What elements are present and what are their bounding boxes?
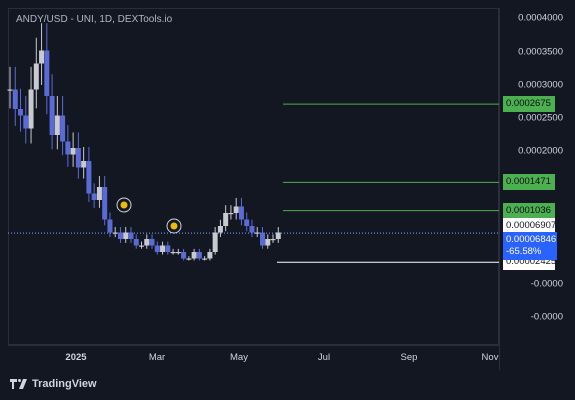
time-tick-label: Sep (400, 352, 418, 363)
candle-body (91, 193, 97, 200)
candle-body (70, 148, 76, 155)
event-marker-icon (116, 197, 132, 213)
candle-body (12, 89, 18, 109)
candle-body (154, 245, 160, 252)
candle-body (254, 232, 260, 234)
price-tick-label: 0.0003000 (518, 79, 563, 91)
candle-body (249, 226, 255, 233)
candle-body (186, 258, 192, 260)
time-axis-line (8, 345, 499, 346)
time-tick-label: 2025 (65, 352, 87, 363)
price-tick-label: -0.0000 (530, 311, 563, 323)
candle-body (212, 232, 218, 252)
candle-body (191, 252, 197, 259)
price-tick-label: 0.0002500 (518, 112, 563, 124)
candle-body (160, 245, 166, 252)
price-level-badge: 0.0001471 (503, 174, 555, 191)
price-axis-divider (499, 8, 500, 370)
price-level-badge: 0.0001036 (503, 202, 555, 219)
time-tick-label: Mar (148, 352, 166, 363)
time-tick-label: Nov (481, 352, 499, 363)
candle-body (96, 187, 102, 200)
candle-body (112, 232, 118, 234)
candle-body (33, 63, 39, 90)
plot-area[interactable] (8, 8, 499, 345)
price-tick-label: 0.0004000 (518, 12, 563, 24)
current-price-value: 0.00006846 (506, 234, 557, 245)
price-tick-label: -0.0000 (530, 278, 563, 290)
candle-body (54, 115, 60, 135)
event-marker-icon (166, 218, 182, 234)
candle-body (259, 232, 265, 246)
price-tick-label: 0.0003500 (518, 46, 563, 58)
candle-body (128, 232, 134, 239)
candle-body (233, 206, 239, 213)
candle-body (244, 219, 250, 226)
candle-body (144, 239, 150, 246)
candle-body (44, 50, 50, 96)
footer-strip (0, 370, 575, 400)
candle-body (18, 109, 24, 116)
time-tick-label: Jul (317, 352, 331, 363)
candle-body (133, 239, 139, 246)
candle-body (223, 213, 229, 226)
candle-body (28, 89, 34, 129)
candle-body (217, 226, 223, 233)
candle-body (23, 115, 29, 129)
candle-body (65, 141, 71, 155)
candle-body (207, 252, 213, 259)
candle-body (7, 89, 13, 91)
candle-body (123, 232, 129, 239)
candle-body (228, 213, 234, 215)
candle-body (238, 206, 244, 220)
candle-body (175, 252, 181, 254)
candle-body (275, 232, 281, 239)
candle-body (270, 239, 276, 241)
candle-body (117, 232, 123, 239)
candle-body (202, 258, 208, 260)
candle-body (196, 252, 202, 259)
candle-body (60, 115, 66, 142)
brand-label: TradingView (32, 378, 97, 390)
price-level-badge: 0.0002675 (503, 96, 555, 113)
candle-body (139, 245, 145, 247)
tradingview-logo-icon (10, 379, 27, 389)
candle-body (81, 161, 87, 168)
candle-body (170, 252, 176, 254)
candle-body (181, 252, 187, 259)
price-level-badge: 0.00006907 (503, 218, 556, 234)
candle-body (75, 148, 81, 168)
price-tick-label: 0.0002000 (518, 145, 563, 157)
candle-body (102, 187, 108, 220)
candle-body (265, 239, 271, 246)
candle-body (39, 50, 45, 64)
time-tick-label: May (230, 352, 248, 363)
candle-body (165, 245, 171, 252)
current-price-badge: 0.00006846 -65.58% (503, 232, 557, 260)
candle-body (149, 239, 155, 246)
candle-body (107, 219, 113, 233)
candle-body (86, 161, 92, 194)
candle-body (49, 96, 55, 135)
current-price-change: -65.58% (506, 246, 542, 257)
tradingview-brand[interactable]: TradingView (10, 378, 97, 390)
chart-title: ANDY/USD - UNI, 1D, DEXTools.io (16, 14, 173, 25)
